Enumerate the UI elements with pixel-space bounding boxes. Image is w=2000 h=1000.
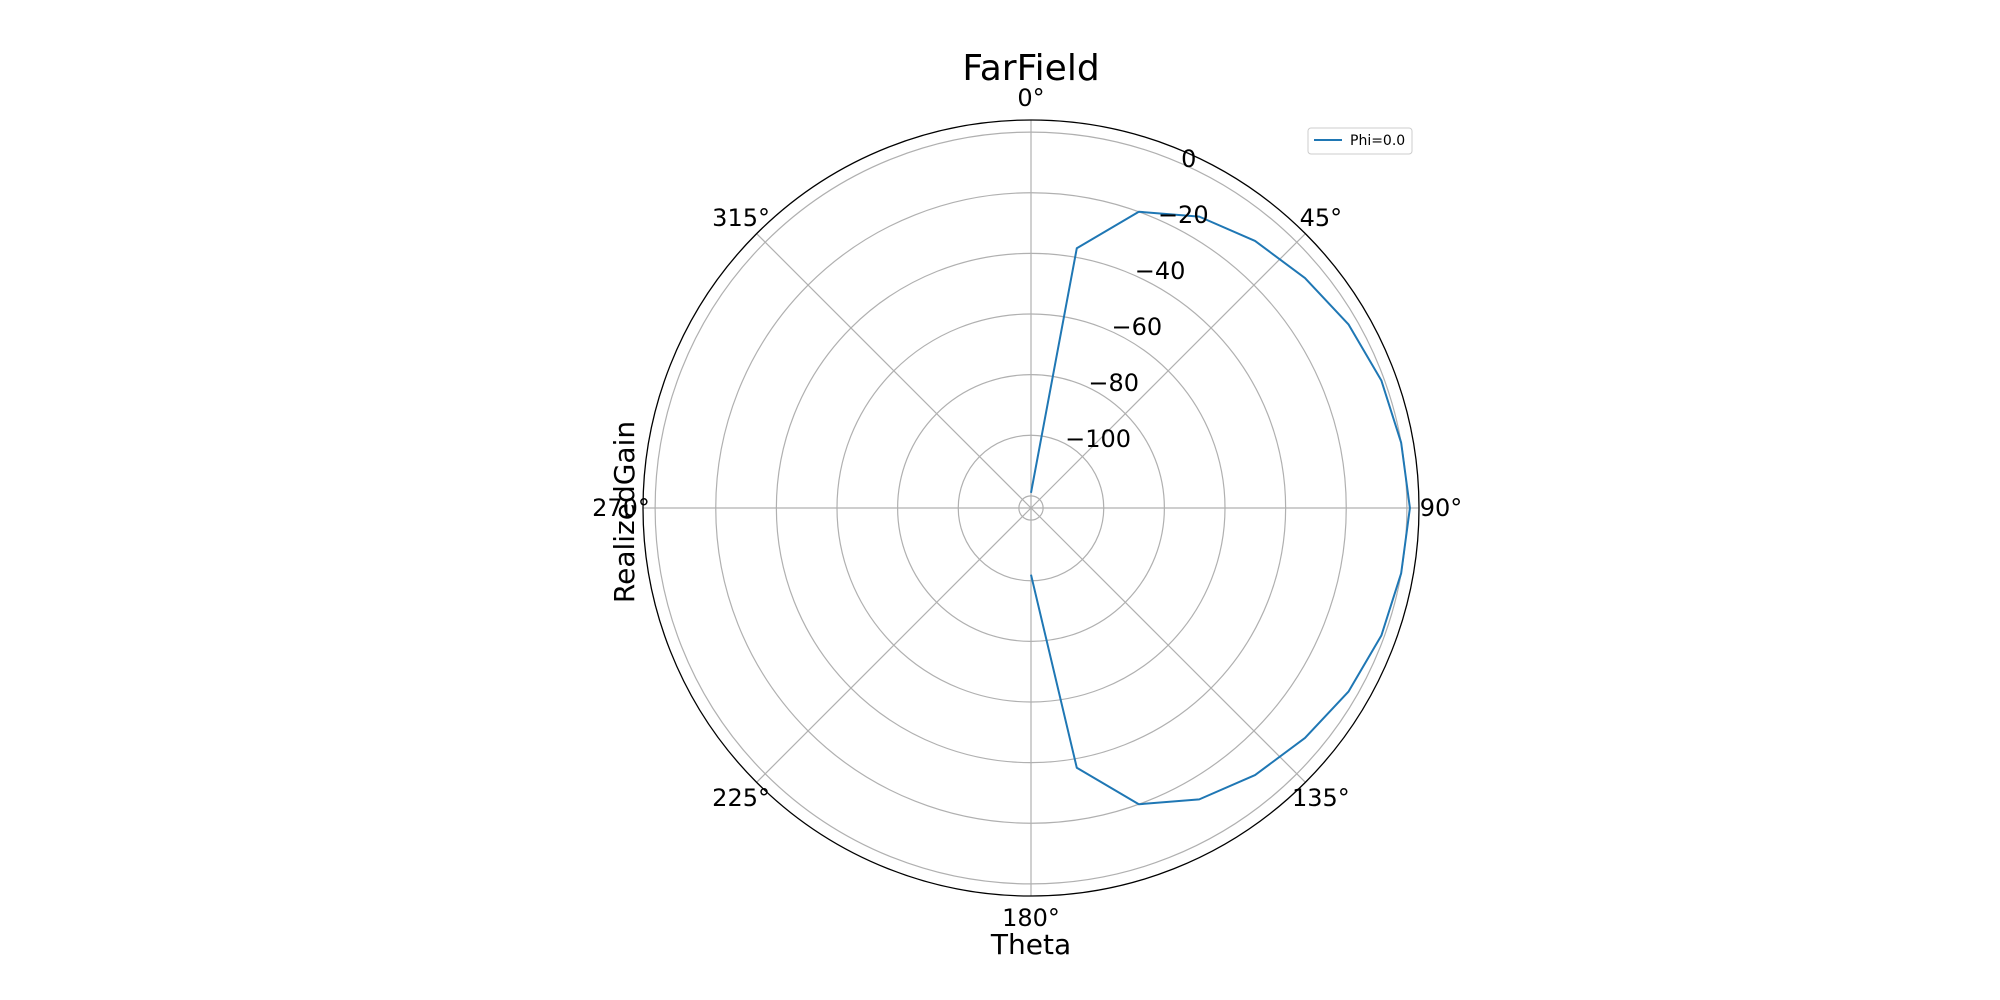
legend-box (1307, 127, 1413, 155)
theta-grid-line (756, 507, 1032, 783)
r-tick-label: −100 (1065, 425, 1131, 453)
theta-tick-label: 0° (1017, 84, 1044, 112)
r-tick-label: −60 (1112, 313, 1163, 341)
polar-frame (642, 119, 1420, 897)
x-axis-label: Theta (990, 928, 1071, 961)
series-line-phi (1030, 210, 1411, 806)
theta-tick-label: 135° (1292, 784, 1350, 812)
tick-labels: 0° 45° 90° 135° 180° 225° 270° 315° 0 −20 −40 −60 −8… (592, 84, 1462, 932)
polar-grid (642, 119, 1420, 897)
theta-tick-label: 270° (592, 494, 650, 522)
legend-label-phi: Phi=0.0 (1350, 133, 1405, 149)
series-layer (1030, 210, 1411, 806)
r-tick-label: −20 (1158, 201, 1209, 229)
r-tick-label: −40 (1135, 257, 1186, 285)
r-tick-label: −80 (1088, 369, 1139, 397)
theta-tick-label: 315° (712, 204, 770, 232)
theta-grid-line (1030, 507, 1306, 783)
theta-tick-label: 45° (1300, 204, 1343, 232)
y-axis-label: RealizedGain (608, 421, 641, 603)
theta-grid-line (1030, 233, 1306, 509)
theta-tick-label: 225° (712, 784, 770, 812)
r-tick-label: 0 (1181, 145, 1196, 173)
legend: Phi=0.0 (1307, 127, 1413, 155)
theta-tick-label: 180° (1002, 904, 1060, 932)
theta-tick-label: 90° (1420, 494, 1463, 522)
theta-grid-line (756, 233, 1032, 509)
chart-title: FarField (962, 48, 1099, 89)
